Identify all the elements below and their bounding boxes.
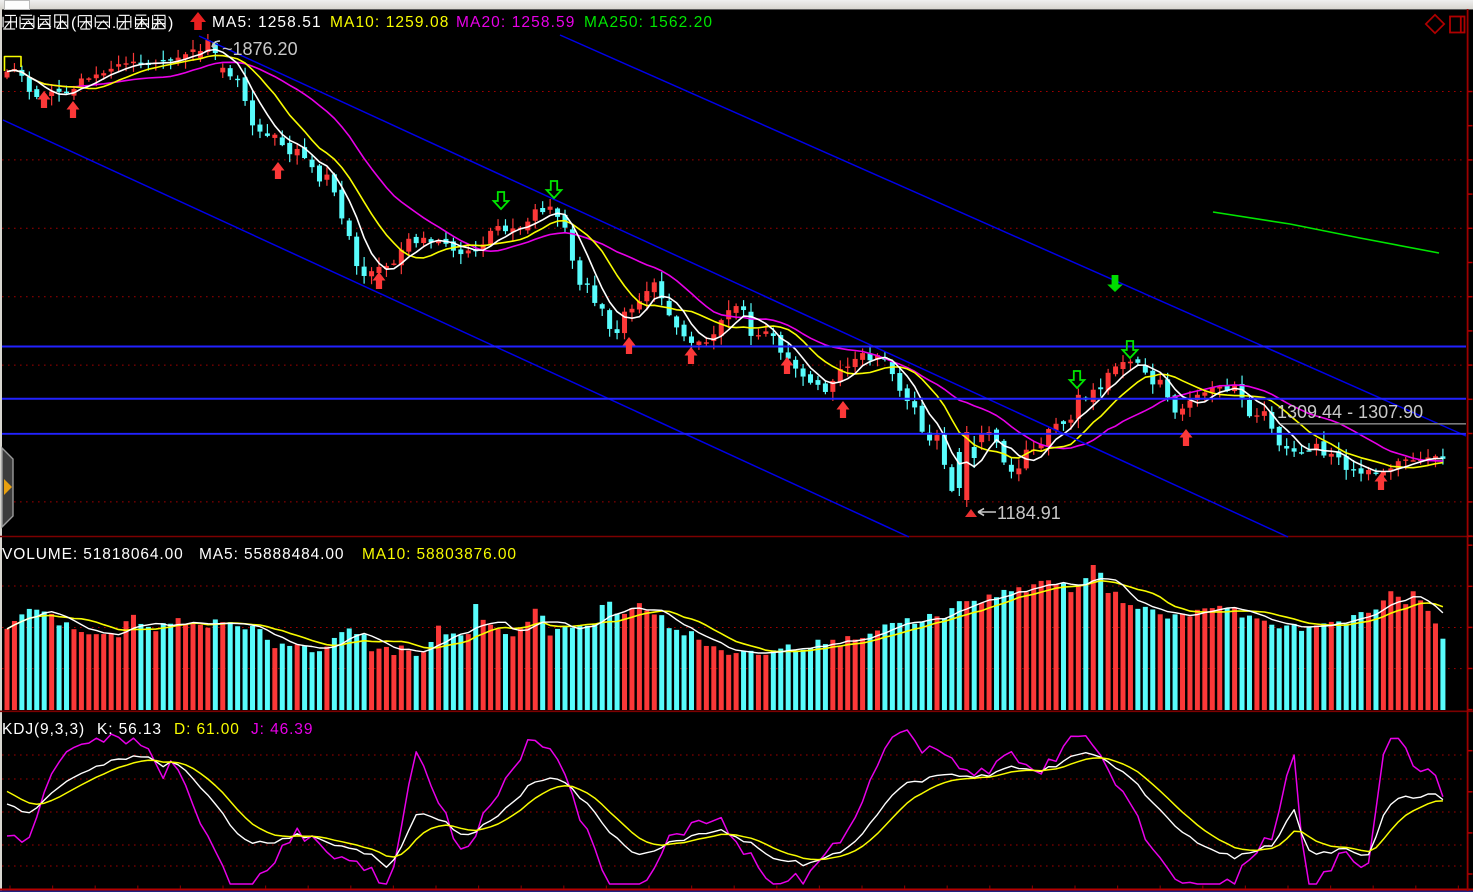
svg-text:VOLUME: 51818064.00: VOLUME: 51818064.00 — [2, 546, 184, 563]
svg-text:MA20: 1258.59: MA20: 1258.59 — [456, 14, 575, 31]
svg-text:MA10: 1259.08: MA10: 1259.08 — [330, 14, 449, 31]
svg-text:(: ( — [71, 15, 77, 32]
svg-text:MA10: 58803876.00: MA10: 58803876.00 — [362, 546, 517, 563]
svg-text:MA5: 55888484.00: MA5: 55888484.00 — [199, 546, 344, 563]
svg-text:J: 46.39: J: 46.39 — [251, 721, 313, 738]
svg-text:MA5: 1258.51: MA5: 1258.51 — [212, 14, 322, 31]
svg-text:): ) — [168, 15, 173, 32]
svg-text:K: 56.13: K: 56.13 — [97, 721, 162, 738]
svg-text:1309.44 - 1307.90: 1309.44 - 1307.90 — [1277, 402, 1423, 422]
svg-text:1184.91: 1184.91 — [997, 503, 1061, 523]
svg-text:KDJ(9,3,3): KDJ(9,3,3) — [2, 721, 85, 738]
svg-text:D: 61.00: D: 61.00 — [174, 721, 240, 738]
svg-text:~1876.20: ~1876.20 — [222, 39, 298, 59]
svg-text:MA250: 1562.20: MA250: 1562.20 — [584, 14, 713, 31]
svg-text:.: . — [112, 15, 116, 32]
